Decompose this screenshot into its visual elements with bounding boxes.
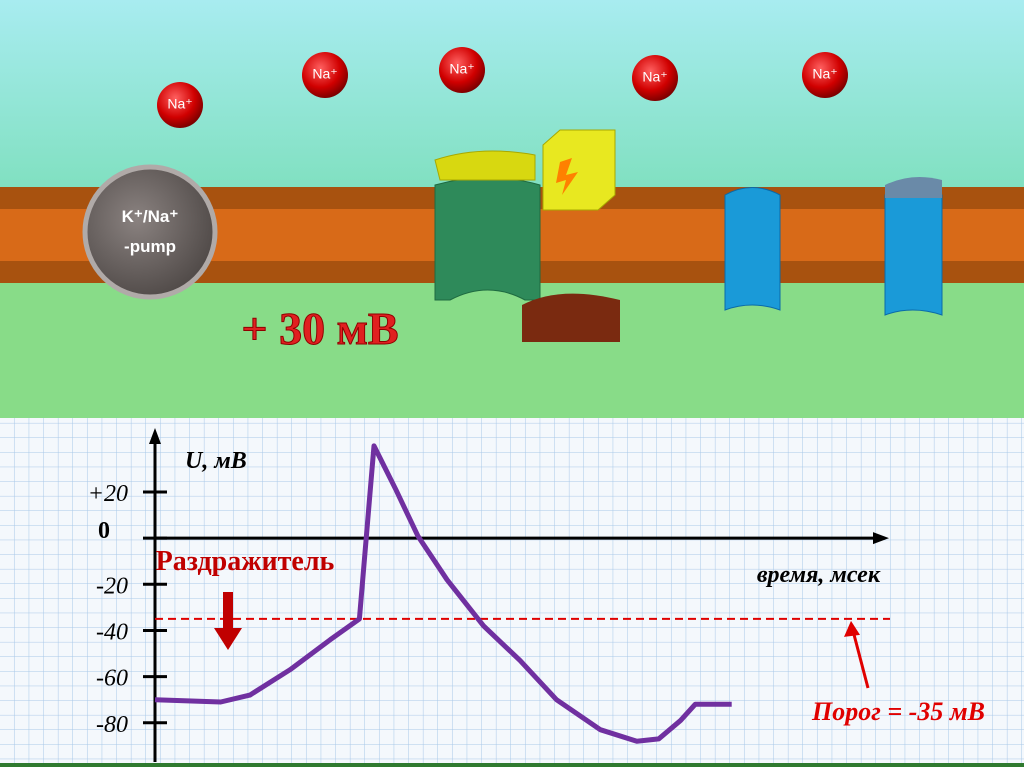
membrane-potential: + 30 мВ bbox=[241, 303, 398, 354]
chart: +20 0 -20 -40 -60 -80 U, мВ время, мсек Порог = … bbox=[88, 428, 985, 762]
x-axis-label: время, мсек bbox=[757, 562, 881, 588]
ion bbox=[632, 55, 678, 101]
ion-label: Na⁺ bbox=[642, 69, 667, 85]
series-line bbox=[154, 443, 732, 744]
ion bbox=[302, 52, 348, 98]
ion bbox=[802, 52, 848, 98]
na-channel bbox=[434, 177, 541, 301]
activation-gate bbox=[434, 150, 536, 181]
threshold-pointer-head bbox=[844, 620, 860, 637]
y-axis-arrow bbox=[149, 428, 161, 444]
y-tick-label: -20 bbox=[96, 573, 128, 599]
bottom-bar bbox=[0, 763, 1024, 767]
ion-label: Na⁺ bbox=[312, 66, 337, 82]
ion-group: Na⁺ Na⁺ Na⁺ Na⁺ Na⁺ bbox=[157, 47, 848, 128]
y-tick-label: -80 bbox=[96, 712, 128, 738]
stimulus-label: Раздражитель bbox=[156, 546, 335, 577]
lightning bbox=[556, 158, 578, 195]
k-channel bbox=[724, 187, 781, 311]
pump bbox=[82, 164, 218, 300]
x-axis-arrow bbox=[873, 532, 889, 545]
ion-label: Na⁺ bbox=[449, 61, 474, 77]
k-channel bbox=[884, 194, 943, 316]
threshold-label: Порог = -35 мВ bbox=[811, 697, 985, 726]
ion-label: Na⁺ bbox=[167, 96, 192, 112]
inactivation-gate bbox=[522, 293, 620, 342]
y-tick-label: -40 bbox=[96, 619, 128, 645]
ion bbox=[157, 82, 203, 128]
stimulus-arrow bbox=[214, 592, 242, 650]
ion bbox=[439, 47, 485, 93]
pump-label: K⁺/Na⁺ bbox=[122, 207, 179, 226]
intracellular bbox=[0, 283, 1024, 418]
y-tick-label: 0 bbox=[98, 518, 110, 544]
y-tick-label: +20 bbox=[88, 481, 128, 507]
pump-label: -pump bbox=[124, 237, 176, 256]
y-axis-label: U, мВ bbox=[185, 448, 247, 474]
sensor bbox=[542, 129, 616, 211]
graph-paper bbox=[0, 418, 1024, 767]
threshold-pointer bbox=[850, 626, 870, 689]
ion-label: Na⁺ bbox=[812, 66, 837, 82]
y-tick-label: -60 bbox=[96, 666, 128, 692]
k-gate bbox=[885, 176, 942, 198]
